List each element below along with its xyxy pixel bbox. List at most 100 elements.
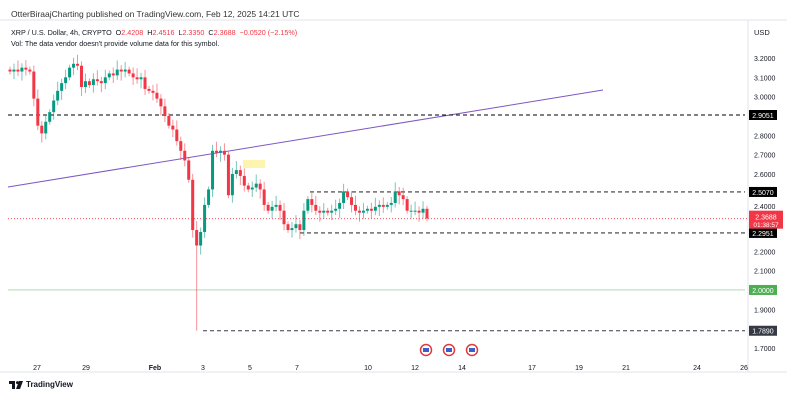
us-flag-canton (446, 348, 452, 352)
trendline (7, 89, 604, 188)
candle-body (338, 202, 342, 209)
price-tick-label: 2.2000 (754, 249, 776, 256)
candle-body (294, 224, 298, 229)
candle-body (226, 154, 230, 196)
low-label: L (178, 28, 183, 37)
us-flag-canton (469, 348, 475, 352)
tradingview-logo[interactable]: TradingView (9, 380, 73, 389)
candle-body (16, 69, 20, 72)
time-tick-label: 24 (693, 365, 701, 372)
candle-body (417, 210, 421, 213)
time-tick-label: 14 (458, 365, 466, 372)
candle-body (171, 125, 175, 130)
time-tick-label: 29 (82, 365, 90, 372)
price-tick-label: 2.8000 (754, 133, 776, 140)
candle-body (52, 100, 56, 113)
level-label: 1.7890 (752, 329, 774, 336)
time-tick-label: 7 (295, 365, 299, 372)
candle-body (131, 73, 135, 78)
time-tick-label: Feb (149, 365, 161, 372)
candle-body (199, 231, 203, 246)
price-tick-label: 3.2000 (754, 56, 776, 63)
candle-body (191, 179, 195, 231)
price-tick-label: 1.9000 (754, 307, 776, 314)
countdown-label: 01:38:57 (753, 222, 779, 229)
candle-body (215, 150, 219, 153)
candle-body (389, 202, 393, 205)
level-badge (749, 186, 777, 197)
candle-body (397, 191, 401, 196)
candle-body (103, 77, 107, 84)
candle-body (60, 83, 64, 91)
candle-body (147, 88, 151, 91)
candle-body (254, 183, 258, 188)
level-label: 2.0000 (752, 288, 774, 295)
candle-body (151, 90, 155, 93)
candle-body (87, 81, 91, 86)
candle-body (234, 170, 238, 174)
price-tick-label: 2.7000 (754, 153, 776, 160)
candle-body (242, 175, 246, 186)
candle-body (143, 77, 147, 89)
currency-label[interactable]: USD (754, 28, 770, 37)
candle-body (238, 170, 242, 176)
level-badge (749, 284, 777, 295)
time-tick-label: 3 (201, 365, 205, 372)
candle-body (274, 204, 278, 207)
candle-body (298, 224, 302, 231)
candle-body (290, 228, 294, 231)
time-tick-label: 26 (740, 365, 748, 372)
time-tick-label: 17 (528, 365, 536, 372)
candle-body (361, 210, 365, 213)
price-tick-label: 3.0000 (754, 95, 776, 102)
candle-body (270, 206, 274, 211)
level-badge (749, 325, 777, 336)
level-badge (749, 110, 777, 121)
high-value: 2.4516 (152, 28, 175, 37)
time-tick-label: 27 (33, 365, 41, 372)
candle-body (187, 160, 191, 180)
candle-body (91, 79, 95, 86)
candle-body (421, 208, 425, 213)
price-tick-label: 3.1000 (754, 75, 776, 82)
price-tick-label: 2.6000 (754, 172, 776, 179)
candle-body (179, 141, 183, 151)
open-label: O (115, 28, 122, 37)
candle-body (167, 115, 171, 126)
candle-body (425, 208, 429, 219)
candle-body (107, 73, 111, 78)
change-value: −0.0520 (−2.15%) (239, 28, 298, 37)
candle-body (36, 98, 40, 126)
candle-body (211, 150, 215, 190)
candle-body (381, 204, 385, 207)
last-price-badge (749, 210, 783, 229)
level-label: 2.9051 (752, 113, 774, 120)
brand-name: TradingView (26, 380, 73, 389)
price-tick-label: 2.1000 (754, 269, 776, 276)
candle-body (222, 150, 226, 155)
candle-body (258, 183, 262, 190)
candle-body (68, 67, 72, 78)
tradingview-logo-icon (9, 380, 23, 389)
candle-body (195, 230, 199, 246)
candle-body (115, 69, 119, 76)
low-value: 2.3350 (182, 28, 205, 37)
candle-body (76, 63, 80, 66)
candle-body (286, 224, 290, 231)
candle-body (183, 150, 187, 161)
close-value: 2.3688 (213, 28, 236, 37)
level-badge (749, 227, 777, 238)
volume-note: Vol: The data vendor doesn't provide vol… (11, 39, 220, 48)
candle-body (135, 77, 139, 80)
candle-body (401, 195, 405, 200)
candle-body (155, 92, 159, 99)
level-label: 2.2951 (752, 231, 774, 238)
candle-body (20, 67, 24, 72)
candle-body (95, 79, 99, 82)
symbol-name: XRP / U.S. Dollar, 4h, CRYPTO (11, 28, 112, 37)
candle-body (127, 69, 131, 74)
candle-body (405, 199, 409, 211)
high-label: H (147, 28, 153, 37)
symbol-legend: XRP / U.S. Dollar, 4h, CRYPTO O2.4208 H2… (11, 28, 297, 37)
